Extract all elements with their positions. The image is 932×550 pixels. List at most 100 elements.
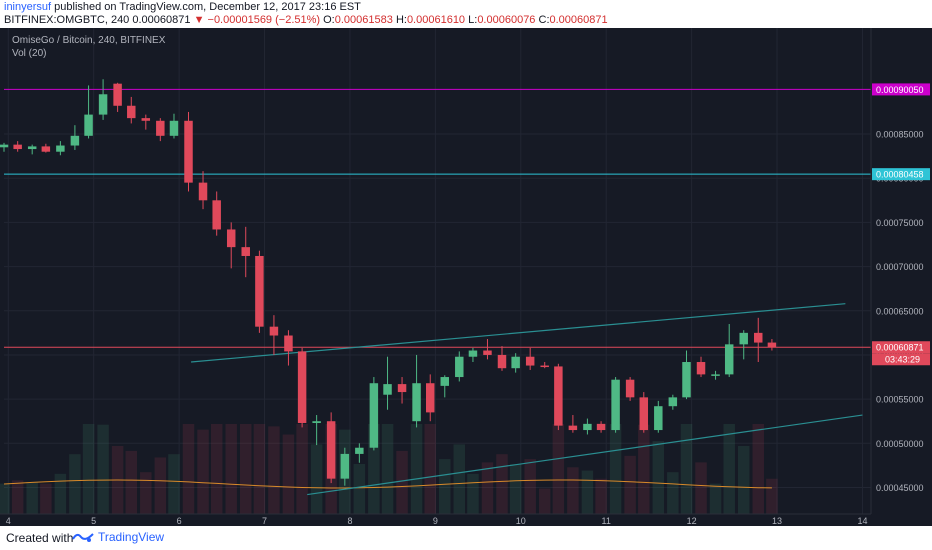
candle-body [554,366,563,426]
legend-volume: Vol (20) [12,48,46,59]
candle-body [127,105,136,119]
volume-bar [581,470,594,514]
price-line-label-box [872,168,930,181]
candle-body [156,120,165,136]
time-axis[interactable] [0,514,932,526]
volume-bar [667,472,679,514]
volume-bar [638,424,650,514]
time-tick-label: 12 [687,516,697,526]
published-text: published on TradingView.com, December 1… [54,1,361,13]
volume-bar [26,482,38,514]
volume-bar [424,424,436,514]
candle-body [596,423,606,431]
candle-body [70,135,80,146]
volume-bar [524,459,536,514]
volume-bar [695,462,707,514]
open-value: 0.00061583 [334,14,393,26]
candle-body [355,447,364,454]
trendline [307,414,863,496]
candlestick-chart[interactable]: 0.000450000.000500000.000550000.00060000… [0,28,932,526]
candle-body [583,423,592,431]
candle-body [483,350,492,355]
legend-title: OmiseGo / Bitcoin, 240, BITFINEX [12,35,166,46]
chart-area[interactable]: 0.000450000.000500000.000550000.00060000… [0,28,932,526]
volume-bar [496,454,508,514]
candle-body [284,335,293,352]
candle-body [241,247,250,256]
volume-bar [54,473,67,514]
volume-bar [182,424,195,514]
candle-body [497,354,507,369]
volume-bar [210,424,223,514]
volume-bar [310,444,323,514]
candle-body [668,397,678,407]
price-line-label-box [872,341,930,354]
low-label: L: [468,14,478,26]
time-tick-label: 5 [91,516,96,526]
candle-body [711,374,720,376]
candle-body [56,145,65,152]
time-tick-label: 11 [602,516,611,526]
time-tick-label: 4 [6,516,11,526]
price-tick-label: 0.00075000 [876,218,924,228]
volume-bar [766,478,778,514]
volume-bar [595,478,607,514]
volume-bar [69,454,81,514]
volume-bar [609,424,622,514]
time-tick-label: 8 [347,516,352,526]
high-label: H: [395,14,407,26]
time-tick-label: 6 [177,516,182,526]
candle-body [397,384,407,393]
countdown-label: 03:43:29 [885,355,920,365]
candle-body [440,377,449,386]
time-tick-label: 13 [772,516,782,526]
last-price: 0.00060871 [132,14,191,26]
candle-body [739,332,748,345]
candle-body [226,229,236,248]
volume-bar [509,464,522,514]
open-label: O: [323,14,335,26]
candle-body [639,397,649,431]
candle-body [41,146,51,152]
time-tick-label: 14 [857,516,867,526]
chart-header: ininyersuf published on TradingView.com,… [0,0,932,28]
volume-bar [396,450,408,514]
high-value: 0.00061610 [406,14,466,26]
candle-body [98,94,108,115]
time-tick-label: 7 [262,516,267,526]
volume-bar [481,462,494,514]
down-arrow-icon: ▼ [193,14,205,26]
candle-body [369,383,379,448]
time-tick-label: 9 [433,516,438,526]
countdown-label-box [872,353,930,366]
volume-bar [97,424,109,514]
volume-bar [239,424,252,514]
candle-body [269,326,279,336]
candle-body [326,421,336,479]
volume-bar [40,483,52,514]
volume-ma-line [3,479,772,489]
volume-bar [125,450,138,514]
volume-bar [709,483,722,514]
price-line-label-box [872,83,930,96]
candle-body [468,350,478,357]
volume-bar [538,488,551,514]
chart-background [0,28,932,526]
price-tick-label: 0.00065000 [876,306,924,316]
candle-body [625,379,635,398]
candle-body [212,200,221,230]
symbol-label: BITFINEX:OMGBTC, 240 [4,14,130,26]
price-axis[interactable] [871,28,932,526]
volume-bar [453,444,466,514]
author-link[interactable]: ininyersuf [4,1,52,13]
tradingview-brand[interactable]: TradingView [72,530,164,544]
volume-bar [624,455,636,514]
close-label: C: [538,14,550,26]
volume-bar [381,424,394,514]
volume-bar [552,424,565,514]
candle-body [540,365,549,368]
volume-bar [353,464,366,514]
volume-bar [154,457,167,514]
volume-bar [296,424,308,514]
symbol-line: BITFINEX:OMGBTC, 240 0.00060871 ▼ −0.000… [4,14,608,26]
